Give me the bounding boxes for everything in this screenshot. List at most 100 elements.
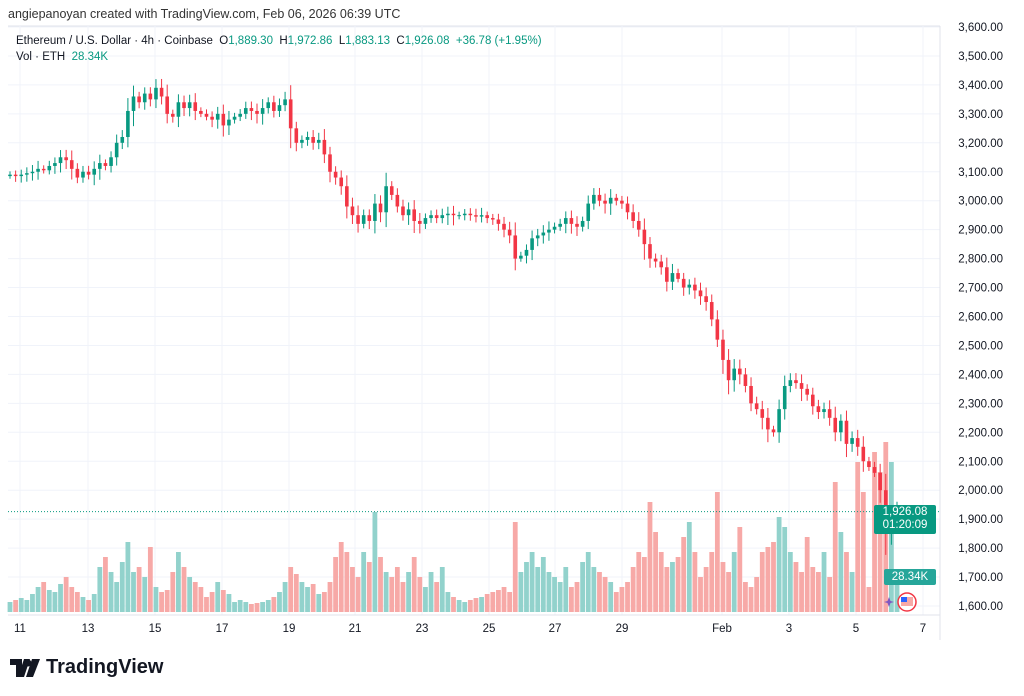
volume-bar [821, 552, 827, 612]
volume-bar [445, 592, 451, 612]
volume-bar [653, 532, 659, 612]
candle-body [777, 409, 781, 433]
volume-bar [260, 602, 266, 612]
volume-bar [366, 562, 372, 612]
volume-bars [7, 442, 900, 612]
volume-bar [681, 537, 687, 612]
volume-bar [406, 572, 411, 612]
volume-bar [799, 572, 804, 612]
candle-body [92, 168, 97, 175]
volume-bar [714, 492, 720, 612]
volume-bar [754, 577, 760, 612]
volume-bar [7, 602, 13, 612]
volume-bar [310, 584, 316, 612]
candle-body [490, 218, 495, 220]
sparkle-icon [884, 597, 894, 607]
time-tick-label: 19 [283, 623, 296, 635]
volume-bar [692, 552, 698, 612]
volume-bar [838, 532, 844, 612]
volume-bar [344, 552, 350, 612]
candle-body [361, 215, 366, 224]
volume-bar [608, 582, 614, 612]
volume-row: Vol · ETH 28.34K [16, 49, 542, 65]
volume-bar [484, 594, 490, 612]
candle-body [569, 218, 574, 224]
volume-bar [316, 594, 322, 612]
volume-bar [568, 587, 574, 612]
candle-body [272, 102, 276, 111]
volume-bar [181, 567, 187, 612]
candle-body [507, 229, 512, 236]
open-label: O [219, 35, 229, 47]
candle-body [867, 461, 871, 468]
candle-body [142, 93, 147, 103]
volume-bar [192, 582, 198, 612]
candle-body [339, 177, 344, 187]
candle-body [502, 223, 506, 230]
candle-body [715, 319, 720, 340]
candle-body [485, 215, 489, 219]
candle-body [227, 119, 231, 126]
candle-body [232, 116, 237, 120]
price-tick-label: 2,300.00 [958, 398, 1003, 410]
volume-label[interactable]: Vol · ETH [16, 51, 66, 63]
candle-body [709, 302, 714, 320]
candle-body [799, 383, 804, 389]
candle-body [30, 171, 35, 174]
volume-bar [299, 582, 305, 612]
candle-body [586, 203, 591, 221]
candle-body [19, 174, 24, 177]
candle-body [322, 139, 327, 155]
candle-body [558, 223, 562, 227]
candle-body [592, 194, 596, 204]
ohlc-row: Ethereum / U.S. Dollar · 4h · Coinbase O… [16, 33, 542, 49]
candle-body [535, 235, 540, 239]
volume-bar [355, 577, 361, 612]
volume-bar [63, 577, 69, 612]
logo-text: TradingView [46, 656, 164, 678]
candle-body [451, 213, 456, 216]
candle-body [732, 368, 736, 381]
volume-bar [726, 572, 731, 612]
volume-bar [350, 567, 355, 612]
volume-bar [698, 577, 703, 612]
volume-bar [24, 600, 30, 612]
volume-bar [546, 572, 552, 612]
candle-body [552, 226, 557, 230]
candle-body [412, 209, 417, 221]
candle-body [176, 102, 181, 117]
volume-bar [580, 562, 586, 612]
candle-body [850, 438, 854, 444]
candle-body [513, 235, 518, 259]
volume-bar [136, 567, 142, 612]
volume-bar [378, 557, 383, 612]
volume-value: 28.34K [71, 51, 109, 63]
volume-bar [209, 592, 215, 612]
volume-bar [131, 572, 136, 612]
candle-body [193, 102, 198, 111]
candle-body [154, 87, 158, 100]
candle-body [300, 139, 304, 143]
volume-bar [743, 582, 748, 612]
volume-bar [636, 552, 642, 612]
volume-bar [844, 552, 849, 612]
candle-body [844, 420, 849, 444]
tradingview-logo[interactable]: TradingView [10, 656, 163, 679]
candle-body [378, 203, 383, 213]
candle-body [406, 209, 411, 216]
last-price: 1,926.08 [882, 506, 928, 518]
time-tick-label: 7 [920, 623, 926, 635]
candle-body [294, 128, 299, 143]
time-tick-label: 5 [853, 623, 859, 635]
volume-bar [771, 542, 776, 612]
volume-bar [361, 552, 367, 612]
volume-bar [557, 582, 563, 612]
volume-bar [810, 567, 816, 612]
flag-canton [901, 597, 907, 602]
symbol-title[interactable]: Ethereum / U.S. Dollar · 4h · Coinbase [16, 35, 213, 47]
candle-body [69, 160, 74, 169]
volume-bar [451, 597, 456, 612]
volume-bar [877, 472, 883, 612]
volume-bar [804, 537, 810, 612]
